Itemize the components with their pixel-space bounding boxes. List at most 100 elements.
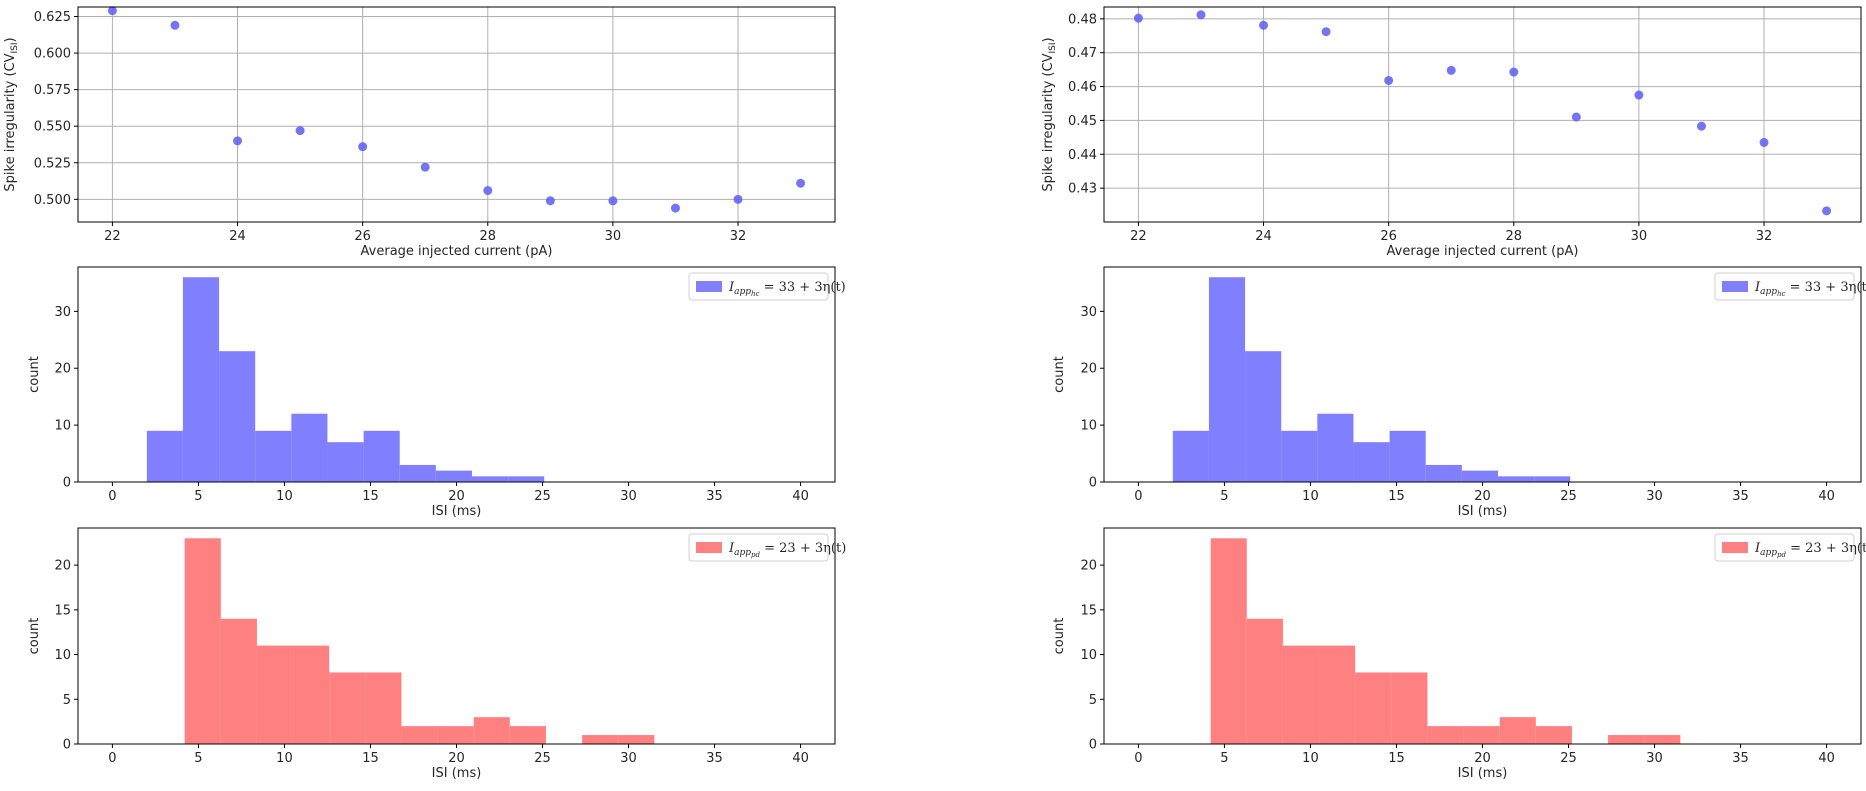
x-tick-label: 40 [792, 489, 809, 504]
histogram-bar [363, 430, 400, 482]
y-tick-label: 0.550 [34, 120, 71, 135]
data-point [1509, 67, 1519, 77]
x-tick-label: 22 [104, 229, 121, 244]
x-axis-label: ISI (ms) [432, 504, 482, 519]
histogram-bar [365, 672, 402, 744]
legend-box [688, 272, 829, 301]
data-point [1446, 65, 1456, 75]
histogram-bar [509, 726, 546, 744]
histogram-bar [327, 442, 364, 482]
x-tick-label: 24 [1255, 229, 1272, 244]
x-tick-label: 5 [194, 489, 202, 504]
y-tick-label: 0.600 [34, 47, 71, 62]
legend-swatch [696, 281, 722, 292]
histogram-bar [1497, 476, 1535, 482]
x-tick-label: 25 [1560, 751, 1577, 766]
y-tick-label: 0 [63, 738, 71, 753]
x-tick-label: 32 [1756, 229, 1773, 244]
histogram-bar [1499, 717, 1536, 744]
chart-hist_blue_right: 0 5 10 15 20 25 30 35 40 0 10 20 30 ISI (ms) count Iapp… [1052, 266, 1866, 519]
histogram-bar [220, 618, 257, 744]
histogram-bar [1281, 430, 1318, 482]
x-tick-label: 10 [1302, 751, 1319, 766]
x-tick-label: 30 [620, 751, 637, 766]
y-tick-label: 30 [1080, 305, 1097, 320]
y-tick-label: 0.44 [1068, 148, 1097, 163]
y-tick-label: 0 [1089, 476, 1097, 491]
histogram-bar [1282, 645, 1320, 744]
y-tick-label: 20 [1080, 362, 1097, 377]
histogram-bar [1389, 430, 1426, 482]
chart-hist_blue_left: 0 5 10 15 20 25 30 35 40 0 10 20 30 ISI (ms) count Iapp… [27, 266, 846, 519]
histogram-bar [1172, 430, 1209, 482]
y-tick-label: 0.525 [34, 156, 71, 171]
data-point [295, 126, 305, 136]
histogram-bar [1353, 442, 1390, 482]
x-tick-label: 28 [480, 229, 497, 244]
y-tick-label: 10 [1080, 648, 1097, 663]
legend: Iapphc = 33 + 3η(t) [1714, 272, 1866, 301]
histogram-bar [1355, 672, 1392, 744]
data-point [1259, 20, 1269, 30]
y-tick-label: 20 [54, 559, 71, 574]
x-tick-label: 25 [534, 751, 551, 766]
data-point [233, 136, 243, 146]
axes-frame [77, 6, 836, 223]
x-tick-label: 40 [1818, 489, 1835, 504]
x-axis-label: ISI (ms) [1458, 766, 1508, 781]
x-tick-label: 30 [1631, 229, 1648, 244]
x-axis-label: Average injected current (pA) [1387, 244, 1579, 259]
histogram-bar [508, 476, 545, 482]
axes-frame [1103, 6, 1862, 223]
histogram-bar [184, 538, 221, 744]
x-tick-label: 30 [1646, 751, 1663, 766]
chart-cv_right: 22 24 26 28 30 32 0.43 0.44 0.45 0.46 0.47 0.48 Aver… [1041, 6, 1862, 259]
histogram-bar [1210, 538, 1247, 744]
x-tick-label: 0 [1134, 489, 1142, 504]
x-axis-label: ISI (ms) [1458, 504, 1508, 519]
data-point [1759, 137, 1769, 147]
data-point [1634, 90, 1644, 100]
histogram-bar [401, 726, 438, 744]
legend-swatch [1722, 281, 1748, 292]
x-tick-label: 35 [706, 751, 723, 766]
data-point [670, 203, 680, 213]
x-tick-label: 10 [276, 489, 293, 504]
histogram-bar [471, 476, 509, 482]
histogram-bar [1425, 464, 1462, 482]
data-point [107, 6, 117, 16]
data-point [483, 186, 493, 196]
histogram-bar [1461, 470, 1498, 482]
x-tick-label: 25 [534, 489, 551, 504]
x-tick-label: 15 [362, 489, 379, 504]
y-tick-label: 30 [54, 305, 71, 320]
histogram-bar [437, 726, 474, 744]
x-tick-label: 15 [1388, 489, 1405, 504]
histogram-bar [1427, 726, 1464, 744]
histogram-bar [1245, 351, 1282, 482]
data-point [420, 162, 430, 172]
y-tick-label: 0.43 [1068, 182, 1097, 197]
x-tick-label: 5 [1220, 489, 1228, 504]
legend: Iapppd = 23 + 3η(t) [688, 533, 846, 562]
y-tick-label: 0.46 [1068, 80, 1097, 95]
histogram-bar [618, 735, 655, 744]
x-tick-label: 5 [1220, 751, 1228, 766]
x-tick-label: 20 [1474, 751, 1491, 766]
x-tick-label: 30 [620, 489, 637, 504]
data-point [1321, 27, 1331, 37]
histogram-bar [1208, 277, 1246, 482]
x-axis-label: ISI (ms) [432, 766, 482, 781]
x-tick-label: 30 [605, 229, 622, 244]
y-tick-label: 10 [54, 648, 71, 663]
data-point [1571, 112, 1581, 122]
legend: Iapphc = 33 + 3η(t) [688, 272, 846, 301]
data-point [545, 196, 555, 206]
data-point [170, 20, 180, 30]
x-tick-label: 10 [1302, 489, 1319, 504]
histogram-bar [1319, 645, 1356, 744]
legend-box [1714, 533, 1855, 562]
